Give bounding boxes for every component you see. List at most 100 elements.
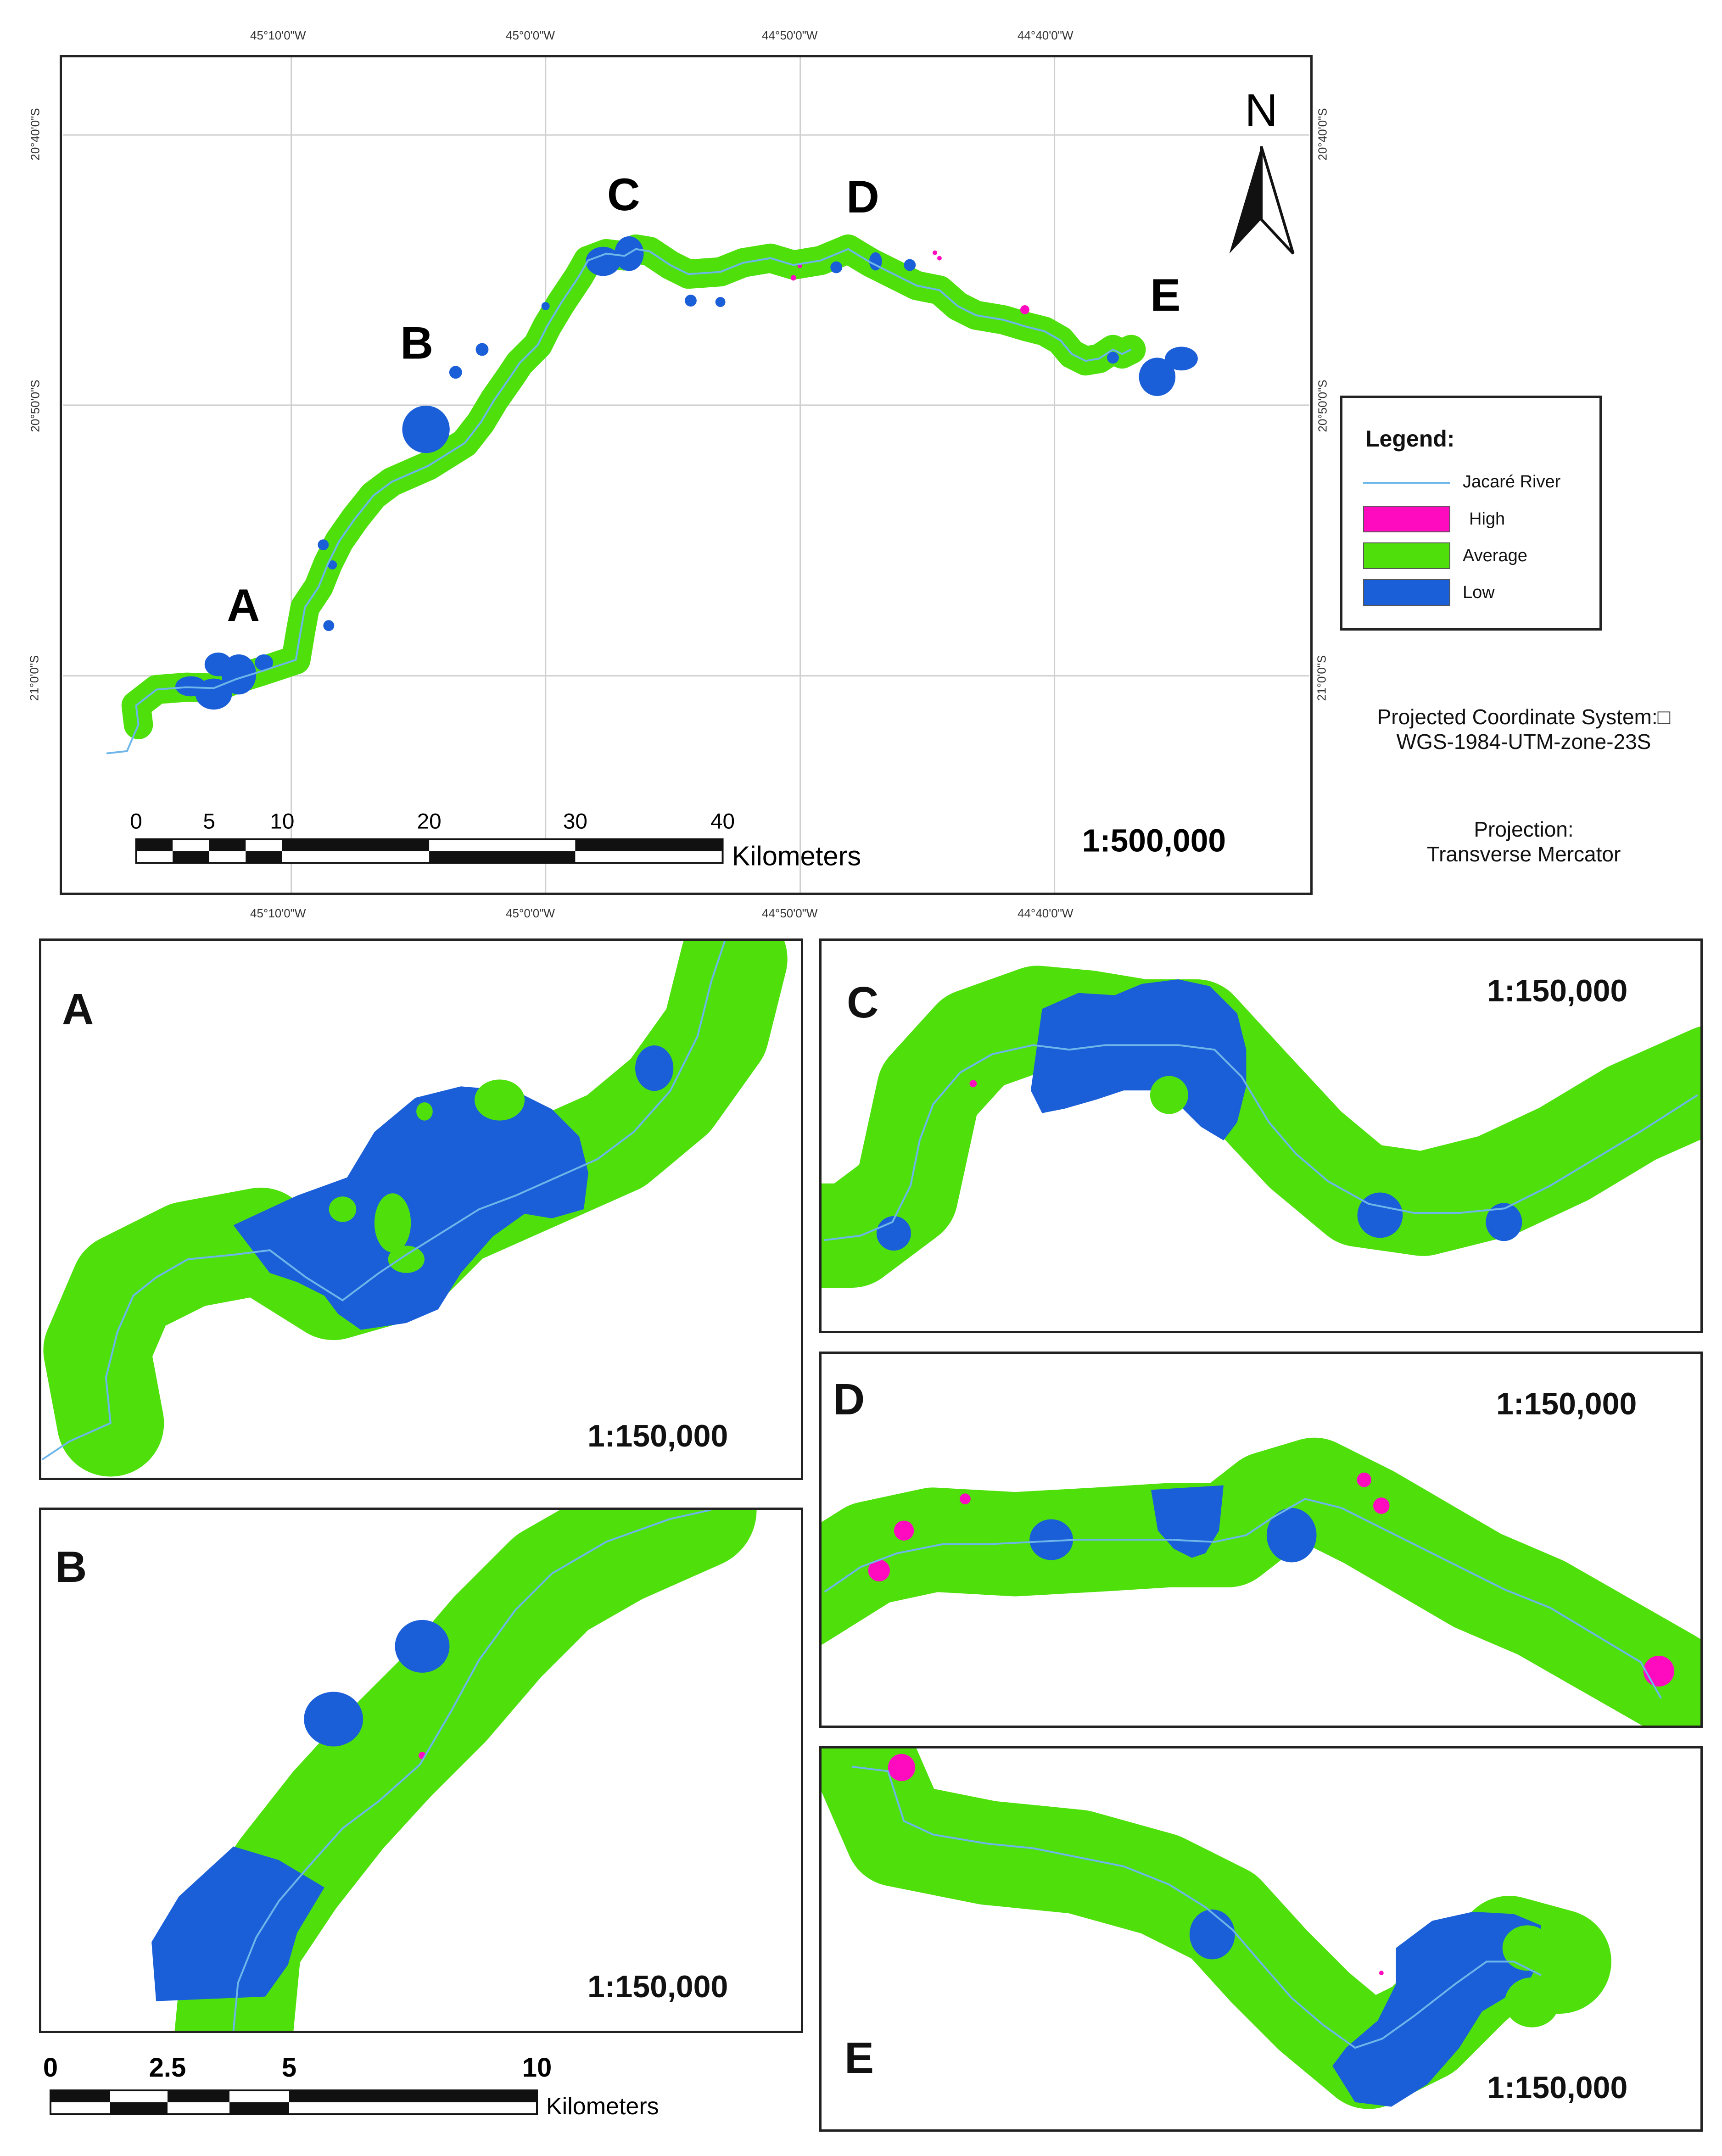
- low-zone: [402, 405, 450, 453]
- inset-scale-unit: Kilometers: [546, 2093, 659, 2120]
- low-zone: [1357, 1192, 1403, 1238]
- low-zone: [449, 366, 462, 379]
- low-zone: [715, 297, 726, 307]
- scale-tick-label: 30: [563, 810, 587, 834]
- scale-seg: [209, 839, 246, 851]
- low-zone: [1029, 1519, 1073, 1560]
- top-lon-label: 44°50'0"W: [762, 28, 818, 42]
- inset-b-map: [151, 1510, 757, 2031]
- average-zone: [374, 1193, 411, 1253]
- high-zone: [960, 1493, 971, 1504]
- high-zone: [888, 1754, 916, 1782]
- inset-e: E 1:150,000: [819, 1746, 1703, 2132]
- scale-tick-label: 0: [130, 810, 142, 834]
- high-zones: [790, 250, 1029, 314]
- high-zone: [933, 250, 937, 255]
- inset-c-letter: C: [847, 978, 879, 1027]
- low-zone: [151, 1846, 324, 2001]
- inset-d-letter: D: [833, 1375, 865, 1424]
- inset-d-map: [822, 1437, 1700, 1726]
- scale-seg: [173, 851, 209, 863]
- high-zone: [969, 1080, 977, 1088]
- right-lat-label: 21°0'0"S: [1314, 655, 1329, 701]
- inset-a-letter: A: [62, 985, 94, 1034]
- low-zone: [1266, 1508, 1317, 1563]
- low-zone: [830, 261, 843, 274]
- jacare-river-line: [232, 1510, 711, 2031]
- inset-d-scale: 1:150,000: [1496, 1386, 1637, 1421]
- inset-c-scale: 1:150,000: [1487, 973, 1628, 1008]
- graticule: [63, 57, 1309, 893]
- legend-label-high: High: [1469, 509, 1505, 529]
- north-label: N: [1245, 85, 1278, 136]
- inset-scale-seg: [50, 2090, 110, 2102]
- inset-e-letter: E: [844, 2033, 874, 2083]
- high-zone: [1373, 1497, 1390, 1514]
- bottom-lon-label: 45°0'0"W: [506, 906, 555, 920]
- inset-scale-tick: 10: [522, 2053, 552, 2083]
- average-zone: [1150, 1076, 1188, 1114]
- top-lon-label: 45°0'0"W: [506, 28, 555, 42]
- inset-d: D 1:150,000: [819, 1352, 1703, 1728]
- low-zone: [204, 652, 232, 676]
- scale-tick-label: 20: [417, 810, 442, 834]
- inset-b-scale: 1:150,000: [587, 1969, 728, 2004]
- inset-b: B 1:150,000: [39, 1508, 803, 2033]
- high-zone: [868, 1559, 890, 1581]
- scale-seg: [429, 851, 576, 863]
- scale-tick-label: 5: [203, 810, 215, 834]
- low-zone: [475, 343, 489, 356]
- inset-a-scale: 1:150,000: [587, 1419, 728, 1453]
- left-lat-label: 20°50'0"S: [28, 380, 42, 432]
- low-zones: [175, 236, 1198, 710]
- average-zone-buffer: [822, 1437, 1700, 1726]
- scale-tick-label: 10: [270, 810, 294, 834]
- main-scale-bar: 0 5 10 20 30 40 Kilometers: [130, 810, 861, 871]
- north-arrow: N: [1229, 85, 1295, 255]
- average-zone-buffer: [121, 234, 1146, 739]
- projection-label: Projection:: [1474, 817, 1574, 841]
- low-zone: [1107, 352, 1119, 364]
- high-zone: [1643, 1655, 1674, 1687]
- legend-label-average: Average: [1463, 546, 1527, 565]
- jacare-river-line: [824, 1497, 1662, 1699]
- projection-info: Projection: Transverse Mercator: [1363, 817, 1684, 867]
- projection-value: Transverse Mercator: [1426, 842, 1621, 866]
- low-zone: [255, 654, 273, 671]
- inset-scale-bar: 0 2.5 5 10 Kilometers: [41, 2049, 693, 2127]
- average-zone-buffer: [174, 1510, 757, 2031]
- site-label-d: D: [846, 172, 879, 223]
- low-zone: [304, 1692, 363, 1747]
- inset-scale-seg: [110, 2102, 168, 2114]
- site-label-c: C: [607, 169, 640, 220]
- low-zone: [904, 259, 916, 271]
- legend-swatch-low: [1363, 579, 1450, 606]
- low-zone: [328, 560, 337, 570]
- average-zone-buffer: [822, 966, 1700, 1288]
- average-zone: [416, 1102, 433, 1121]
- high-zone: [1379, 1971, 1384, 1976]
- average-zone: [475, 1079, 525, 1121]
- high-zone: [1357, 1472, 1372, 1487]
- legend-river-symbol: [1363, 482, 1450, 484]
- jacare-river-line: [106, 248, 1132, 754]
- top-lon-label: 45°10'0"W: [250, 28, 306, 42]
- inset-a-map: [41, 941, 788, 1477]
- inset-b-letter: B: [55, 1542, 87, 1592]
- scale-tick-label: 40: [710, 810, 735, 834]
- low-zone: [233, 1086, 588, 1330]
- legend-swatch-high: [1363, 506, 1450, 532]
- site-label-e: E: [1150, 270, 1180, 321]
- low-zone: [541, 302, 550, 310]
- jacare-river-line: [41, 941, 726, 1460]
- scale-seg: [136, 839, 173, 851]
- legend-title: Legend:: [1365, 426, 1455, 452]
- low-zone: [1165, 346, 1198, 371]
- low-zone: [1189, 1909, 1235, 1960]
- left-lat-label: 20°40'0"S: [28, 108, 42, 161]
- north-arrow-light-half: [1260, 146, 1295, 255]
- legend-box: Legend: Jacaré River High Average Low: [1340, 396, 1602, 631]
- high-zone: [937, 256, 942, 261]
- right-lat-label: 20°50'0"S: [1315, 380, 1330, 432]
- inset-scale-tick: 5: [282, 2053, 296, 2083]
